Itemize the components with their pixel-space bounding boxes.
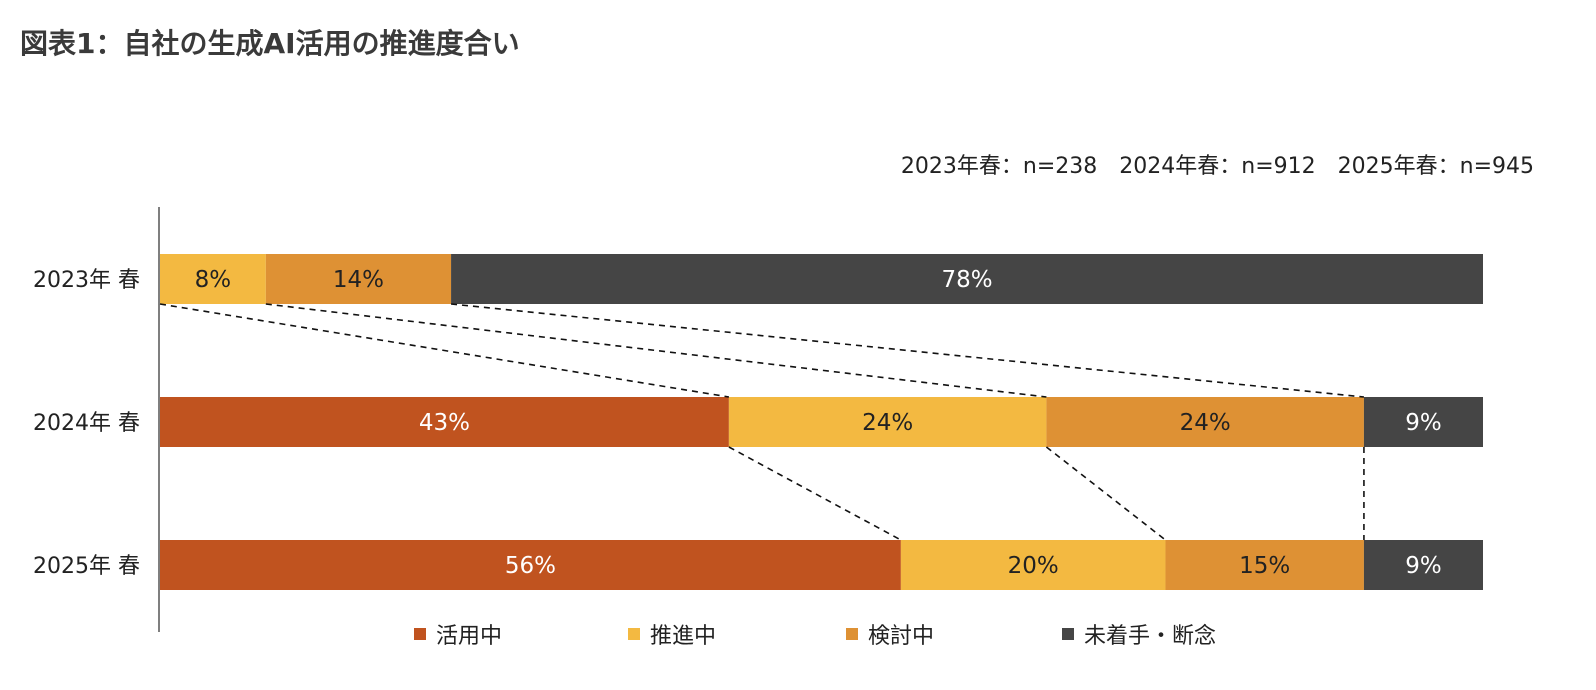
- legend-item: 未着手・断念: [1062, 618, 1216, 650]
- legend: 活用中 推進中 検討中 未着手・断念: [0, 618, 1596, 650]
- connector-line-1-2: [1045, 446, 1166, 541]
- bar-segment-1-3: [1363, 397, 1483, 447]
- legend-label: 検討中: [868, 624, 935, 649]
- legend-swatch: [846, 628, 858, 640]
- connector-line-0-1: [265, 303, 1047, 398]
- bar-segment-0-2: [265, 254, 452, 304]
- legend-label: 未着手・断念: [1084, 624, 1217, 649]
- bar-segment-2-3: [1363, 540, 1483, 590]
- connector-line-0-0: [159, 303, 730, 398]
- bar-segment-2-0: [160, 540, 901, 590]
- data-label-0-1: 8%: [195, 267, 232, 293]
- data-label-2-2: 15%: [1239, 553, 1290, 579]
- legend-item: 活用中: [414, 618, 502, 650]
- legend-item: 推進中: [628, 618, 716, 650]
- bar-segment-0-3: [451, 254, 1483, 304]
- legend-label: 推進中: [650, 624, 717, 649]
- category-label-1: 2024年 春: [33, 411, 140, 436]
- legend-swatch: [1062, 628, 1074, 640]
- data-label-2-0: 56%: [505, 553, 556, 579]
- connector-line-0-2: [450, 303, 1365, 398]
- legend-label: 活用中: [436, 624, 503, 649]
- data-label-0-2: 14%: [333, 267, 384, 293]
- bar-segment-1-2: [1046, 397, 1364, 447]
- data-label-0-3: 78%: [941, 267, 992, 293]
- data-label-2-3: 9%: [1405, 553, 1442, 579]
- data-label-1-3: 9%: [1405, 410, 1442, 436]
- data-label-1-0: 43%: [419, 410, 470, 436]
- bar-segment-2-1: [900, 540, 1166, 590]
- sample-size-note: 2023年春：n=238 2024年春：n=912 2025年春：n=945: [900, 154, 1534, 179]
- legend-swatch: [414, 628, 426, 640]
- bar-segment-1-0: [160, 397, 729, 447]
- bar-segment-2-2: [1165, 540, 1364, 590]
- chart-title: 図表1：自社の生成AI活用の推進度合い: [20, 27, 520, 60]
- bar-segment-0-1: [160, 254, 266, 304]
- category-label-2: 2025年 春: [33, 554, 140, 579]
- data-label-1-2: 24%: [1180, 410, 1231, 436]
- data-label-2-1: 20%: [1008, 553, 1059, 579]
- category-label-0: 2023年 春: [33, 268, 140, 293]
- bar-segment-1-1: [728, 397, 1047, 447]
- connector-line-1-1: [728, 446, 902, 541]
- legend-item: 検討中: [846, 618, 934, 650]
- data-label-1-1: 24%: [862, 410, 913, 436]
- legend-swatch: [628, 628, 640, 640]
